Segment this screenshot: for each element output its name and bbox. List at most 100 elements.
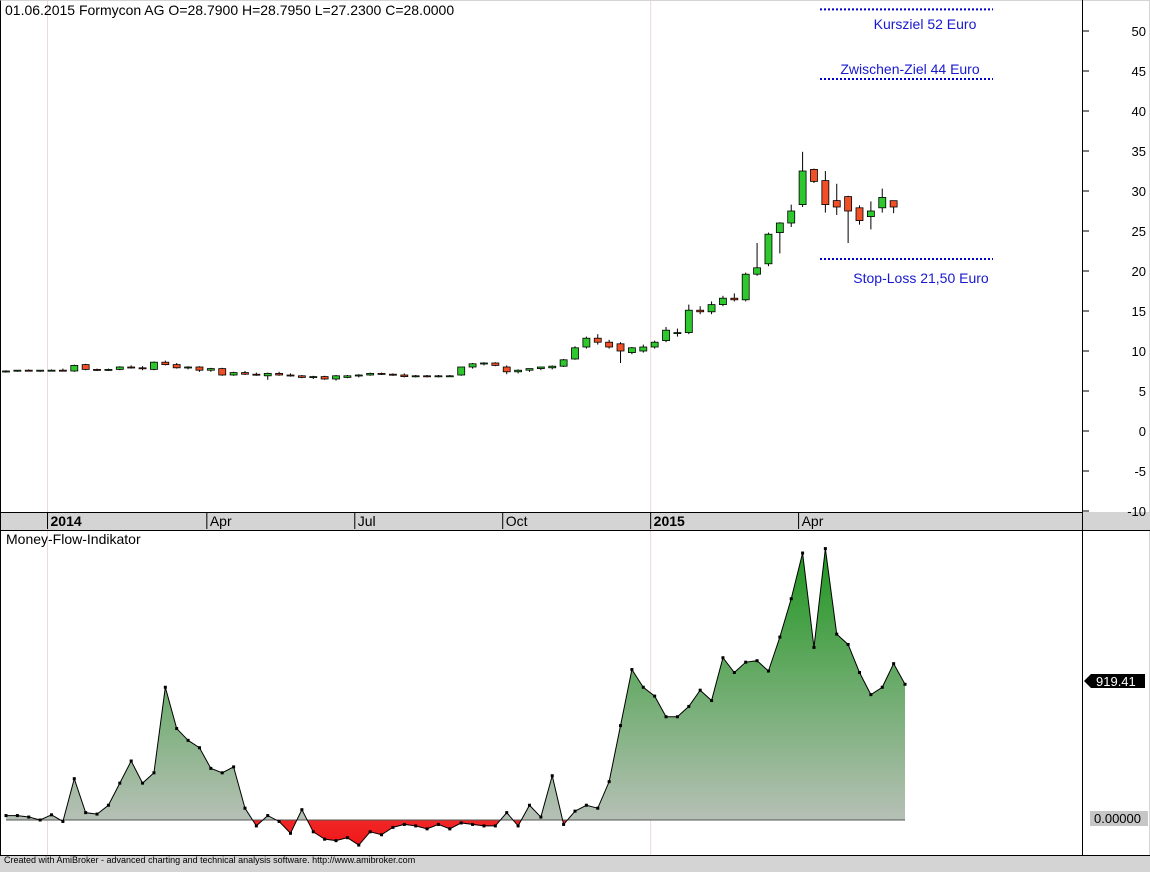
mfi-point xyxy=(892,662,896,666)
mfi-point xyxy=(129,759,133,763)
price-tick-label: 10 xyxy=(1132,344,1146,359)
mfi-point xyxy=(220,771,224,775)
candle xyxy=(787,204,796,227)
candle xyxy=(377,372,386,375)
zwischenziel-label: Zwischen-Ziel 44 Euro xyxy=(840,61,979,77)
candle xyxy=(389,373,397,376)
candle xyxy=(172,363,181,369)
candle xyxy=(844,195,853,243)
target-annotations: Kursziel 52 Euro Zwischen-Ziel 44 Euro Sto… xyxy=(820,8,993,286)
candle xyxy=(525,368,534,372)
mfi-point xyxy=(254,824,258,828)
mfi-point xyxy=(152,771,156,775)
candle-body xyxy=(787,210,796,224)
mfi-point xyxy=(698,688,702,692)
mfi-point xyxy=(766,669,770,673)
candle xyxy=(741,272,750,302)
mfi-point xyxy=(584,803,588,807)
candle-body xyxy=(93,368,101,371)
candle xyxy=(593,334,602,345)
candle-body xyxy=(775,222,784,233)
mfi-point xyxy=(436,822,440,826)
mfi-last-value: 919.41 xyxy=(1096,674,1136,689)
candle xyxy=(468,363,477,369)
candle xyxy=(286,373,295,377)
candle-body xyxy=(389,373,397,376)
candle xyxy=(252,372,261,376)
candlestick-series xyxy=(2,151,898,381)
price-tick-label: 50 xyxy=(1132,24,1146,39)
mfi-point xyxy=(527,803,531,807)
candle xyxy=(457,366,466,376)
candle-body xyxy=(47,369,56,372)
footer-credit: Created with AmiBroker - advanced charti… xyxy=(4,855,415,865)
candle xyxy=(206,367,215,372)
candle-body xyxy=(866,210,875,217)
candle-body xyxy=(855,207,864,222)
candle xyxy=(502,365,511,375)
candle-body xyxy=(24,369,33,372)
mfi-point xyxy=(801,551,805,555)
candle xyxy=(104,368,113,371)
candle-body xyxy=(832,200,841,208)
mfi-point xyxy=(357,843,361,847)
mfi-point xyxy=(732,671,736,674)
candle xyxy=(536,366,545,371)
price-tick-label: 35 xyxy=(1132,144,1146,159)
candle xyxy=(866,201,875,230)
time-axis-label: Apr xyxy=(802,513,824,529)
mfi-point xyxy=(573,809,577,813)
candle xyxy=(70,364,79,372)
mfi-point xyxy=(539,815,543,819)
mfi-point xyxy=(869,693,873,697)
candle xyxy=(684,304,693,335)
candle-body xyxy=(343,375,352,378)
candle xyxy=(764,232,773,267)
candle xyxy=(662,327,670,343)
mfi-point xyxy=(687,704,691,708)
mfi-point xyxy=(562,822,566,826)
mfi-point xyxy=(675,715,679,719)
candle xyxy=(115,366,124,371)
candle-body xyxy=(480,362,488,365)
candle-body xyxy=(161,361,170,366)
mfi-point xyxy=(721,656,725,660)
candle xyxy=(582,336,591,349)
candle-body xyxy=(798,170,807,205)
mfi-last-value-badge: 919.41 xyxy=(1084,674,1145,689)
mfi-point xyxy=(710,699,714,703)
candle xyxy=(878,188,887,213)
mfi-point xyxy=(323,837,327,841)
candle xyxy=(445,375,454,378)
candle xyxy=(719,295,727,307)
candle-body xyxy=(172,364,181,369)
mfi-point xyxy=(607,780,611,784)
candle-body xyxy=(150,361,158,370)
candle-body xyxy=(559,359,568,367)
candle-body xyxy=(525,368,534,371)
candle-body xyxy=(252,373,261,376)
candle-body xyxy=(366,372,375,376)
candle xyxy=(195,366,204,372)
candle-body xyxy=(81,364,90,370)
candle-body xyxy=(741,273,750,301)
candle xyxy=(229,371,238,376)
mfi-point xyxy=(744,660,748,664)
candle-body xyxy=(878,196,887,209)
candle-body xyxy=(70,364,79,372)
candle xyxy=(343,375,352,379)
price-tick-label: -5 xyxy=(1134,464,1146,479)
candle-body xyxy=(730,297,739,301)
mfi-point xyxy=(345,836,349,840)
mfi-point xyxy=(664,715,668,719)
time-axis-label: Apr xyxy=(210,513,232,529)
mfi-point xyxy=(243,806,247,810)
candle xyxy=(400,373,409,378)
candle-body xyxy=(434,375,443,378)
candle-body xyxy=(138,367,147,370)
candle-body xyxy=(457,366,466,376)
mfi-point xyxy=(118,781,122,785)
mfi-point xyxy=(778,635,782,639)
mfi-point xyxy=(619,724,623,728)
